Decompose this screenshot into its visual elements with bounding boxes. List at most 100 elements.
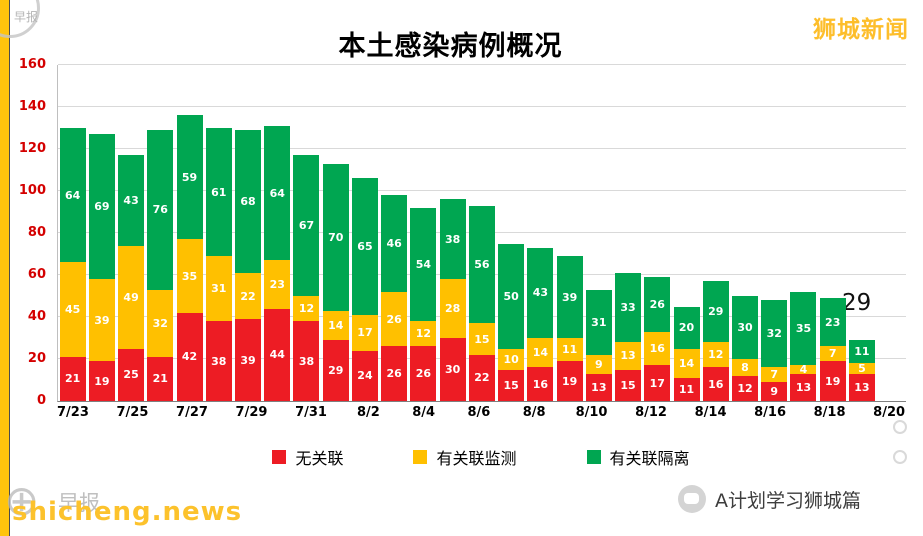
bar-slot: 46 26 26 bbox=[380, 65, 409, 401]
segment-linked-quarantine: 67 bbox=[293, 155, 320, 297]
bar-slot: 35 4 13 bbox=[789, 65, 818, 401]
edge-watermark-dot bbox=[893, 450, 907, 464]
segment-linked-quarantine: 23 bbox=[819, 298, 846, 347]
gridline bbox=[58, 64, 906, 65]
legend-swatch-unlinked bbox=[272, 450, 287, 464]
segment-linked-surveillance: 14 bbox=[673, 348, 700, 378]
y-axis-tick-label: 60 bbox=[27, 267, 46, 282]
stacked-bar-7-27: 59 35 42 bbox=[176, 115, 203, 401]
segment-linked-quarantine: 68 bbox=[235, 130, 262, 273]
stacked-bar-8-3: 46 26 26 bbox=[381, 195, 408, 401]
segment-unlinked: 30 bbox=[439, 338, 466, 401]
segment-linked-quarantine: 26 bbox=[644, 277, 671, 332]
segment-linked-surveillance: 8 bbox=[732, 359, 758, 376]
x-axis-tick-label: 8/18 bbox=[813, 405, 846, 420]
stacked-bar-7-26: 76 32 21 bbox=[147, 130, 174, 401]
stacked-bar-8-1: 70 14 29 bbox=[322, 163, 349, 401]
segment-unlinked: 21 bbox=[147, 356, 174, 401]
y-axis-tick-label: 120 bbox=[18, 141, 46, 156]
x-axis-tick-label bbox=[267, 405, 295, 425]
segment-unlinked: 26 bbox=[410, 346, 437, 401]
segment-linked-quarantine: 59 bbox=[176, 115, 203, 240]
legend-item-unlinked: 无关联 bbox=[272, 445, 343, 469]
zaobao-logo-text: 早报 bbox=[14, 10, 39, 24]
stacked-bar-8-12: 26 16 17 bbox=[644, 277, 671, 401]
chat-bubble-icon bbox=[684, 493, 699, 504]
segment-unlinked: 39 bbox=[235, 319, 262, 401]
bar-slot: 39 11 19 bbox=[555, 65, 584, 401]
left-border-line bbox=[9, 0, 10, 536]
x-axis-tick-label bbox=[786, 405, 814, 425]
edge-watermark-dot bbox=[893, 420, 907, 434]
x-axis-tick-label: 8/16 bbox=[754, 405, 787, 420]
x-axis-tick-label: 7/23 bbox=[57, 405, 89, 420]
bar-slot: 43 49 25 bbox=[116, 65, 145, 401]
x-axis-tick-label: 8/12 bbox=[635, 405, 667, 420]
segment-linked-surveillance: 39 bbox=[88, 279, 115, 362]
stacked-bar-8-18: 23 7 19 bbox=[819, 298, 846, 401]
legend-item-linked-surveillance: 有关联监测 bbox=[413, 445, 517, 469]
legend-label-linked-surveillance: 有关联监测 bbox=[436, 449, 517, 468]
segment-linked-surveillance: 14 bbox=[527, 338, 554, 368]
segment-unlinked: 38 bbox=[293, 321, 320, 401]
segment-linked-surveillance: 16 bbox=[644, 331, 671, 366]
x-axis-tick-label bbox=[208, 405, 236, 425]
segment-unlinked: 17 bbox=[644, 365, 671, 401]
y-axis-tick-label: 20 bbox=[27, 351, 46, 366]
stacked-bar-8-2: 65 17 24 bbox=[351, 178, 378, 401]
segment-linked-quarantine: 43 bbox=[118, 155, 145, 246]
segment-linked-surveillance: 28 bbox=[439, 279, 466, 338]
zaobao-watermark-text: 早报 bbox=[58, 491, 100, 515]
segment-unlinked: 11 bbox=[673, 377, 700, 401]
segment-unlinked: 21 bbox=[59, 356, 86, 401]
segment-linked-quarantine: 32 bbox=[761, 300, 788, 368]
brand-shichengxinwen: 狮城新闻 bbox=[813, 17, 909, 43]
stacked-bar-7-24: 69 39 19 bbox=[88, 134, 115, 401]
x-axis-tick-label bbox=[846, 405, 874, 425]
bar-slot: 29 12 16 bbox=[701, 65, 730, 401]
zaobao-watermark-icon: ⊕ bbox=[4, 476, 40, 525]
shicheng-news-watermark: shicheng.news bbox=[12, 497, 243, 527]
stacked-bar-7-25: 43 49 25 bbox=[118, 155, 145, 401]
x-axis-tick-label bbox=[727, 405, 755, 425]
stacked-bar-7-28: 61 31 38 bbox=[205, 128, 232, 401]
y-axis-tick-label: 40 bbox=[27, 309, 46, 324]
stacked-bar-8-14: 29 12 16 bbox=[702, 281, 729, 401]
segment-linked-quarantine: 33 bbox=[615, 272, 642, 343]
segment-linked-quarantine: 38 bbox=[439, 199, 466, 280]
bar-slot: 76 32 21 bbox=[146, 65, 175, 401]
segment-linked-quarantine: 11 bbox=[848, 340, 875, 364]
stacked-bar-7-29: 68 22 39 bbox=[235, 130, 262, 401]
segment-unlinked: 9 bbox=[761, 382, 788, 401]
segment-linked-quarantine: 46 bbox=[381, 195, 408, 292]
stacked-bar-8-8: 43 14 16 bbox=[527, 247, 554, 401]
segment-linked-quarantine: 70 bbox=[322, 163, 349, 311]
segment-unlinked: 16 bbox=[527, 367, 554, 401]
segment-linked-surveillance: 17 bbox=[351, 314, 378, 351]
segment-linked-quarantine: 20 bbox=[673, 306, 700, 349]
plot-area: 64 45 21 69 39 19 43 49 25 76 32 21 59 35 42 61 31 38 68 22… bbox=[57, 64, 906, 402]
segment-linked-quarantine: 50 bbox=[498, 243, 525, 349]
y-axis-tick-label: 0 bbox=[36, 393, 46, 408]
bar-slot: 32 7 9 bbox=[760, 65, 789, 401]
bar-slot: 56 15 22 bbox=[467, 65, 496, 401]
legend: 无关联 有关联监测 有关联隔离 bbox=[57, 445, 905, 469]
segment-linked-quarantine: 39 bbox=[556, 256, 583, 339]
segment-linked-quarantine: 64 bbox=[59, 128, 86, 263]
gridline bbox=[58, 148, 906, 149]
x-axis-tick-label bbox=[382, 405, 410, 425]
segment-linked-surveillance: 23 bbox=[264, 260, 291, 309]
bar-slot: 38 28 30 bbox=[438, 65, 467, 401]
segment-unlinked: 42 bbox=[176, 312, 203, 401]
segment-unlinked: 13 bbox=[848, 373, 875, 401]
x-axis-tick-label bbox=[493, 405, 521, 425]
segment-linked-surveillance: 5 bbox=[848, 363, 875, 374]
legend-swatch-linked-quarantine bbox=[586, 450, 601, 464]
wechat-icon bbox=[678, 485, 706, 513]
bar-slot: 31 9 13 bbox=[584, 65, 613, 401]
x-axis-tick-label bbox=[148, 405, 176, 425]
stacked-bar-8-7: 50 10 15 bbox=[498, 243, 525, 401]
chart-title: 本土感染病例概况 bbox=[338, 31, 563, 62]
segment-linked-surveillance: 26 bbox=[381, 291, 408, 347]
